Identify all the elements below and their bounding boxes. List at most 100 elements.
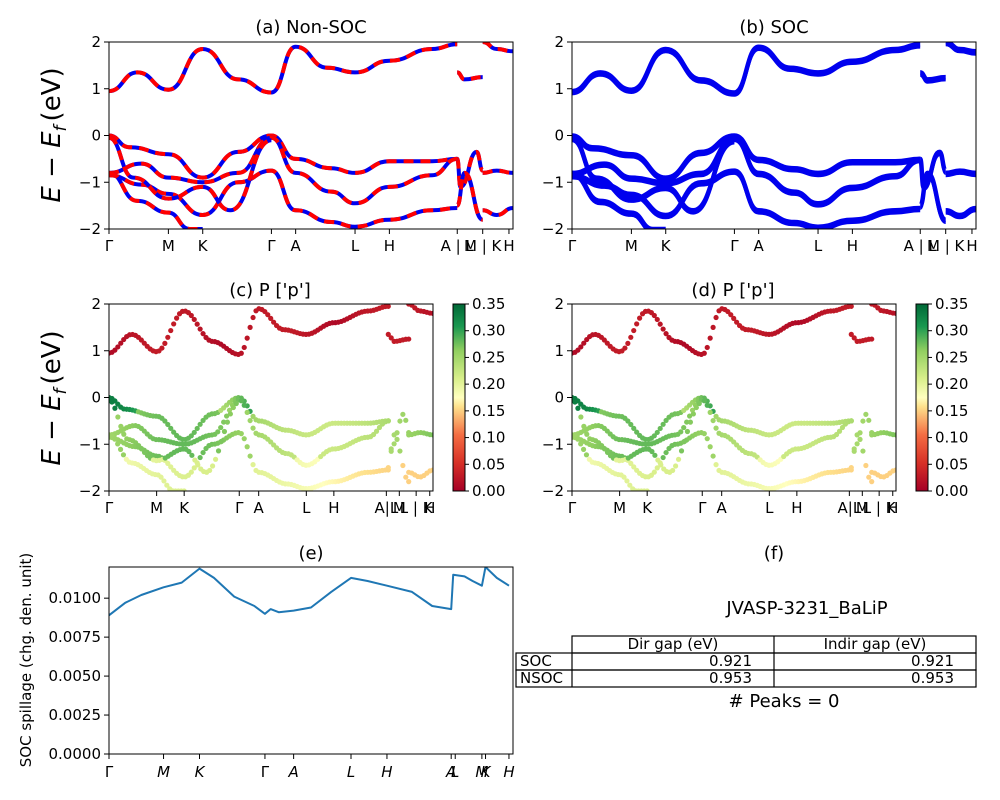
projection-point xyxy=(430,310,433,316)
projection-point xyxy=(247,417,253,424)
projection-point xyxy=(583,452,590,458)
band-line xyxy=(919,70,946,82)
colorbar-tick-label: 0.15 xyxy=(935,402,968,420)
y-tick-label: 0.0075 xyxy=(49,628,102,646)
panel-projection-frame xyxy=(108,303,434,492)
projection-point xyxy=(221,419,227,425)
projection-point xyxy=(115,344,121,350)
panel-e-frame xyxy=(108,566,514,755)
x-tick-label: A|L xyxy=(375,499,399,517)
projection-point xyxy=(430,467,433,473)
projection-point xyxy=(851,335,857,341)
projection-point xyxy=(628,334,634,340)
x-tick-label: K xyxy=(179,499,190,517)
band-line-red xyxy=(482,168,513,175)
projection-point xyxy=(168,327,174,334)
projection-point xyxy=(704,344,710,351)
projection-point xyxy=(238,398,244,404)
x-tick-label: A | L xyxy=(441,237,475,255)
projection-point xyxy=(406,336,412,342)
projection-point xyxy=(168,425,174,431)
projection-point xyxy=(578,344,584,350)
projection-point xyxy=(673,463,679,469)
x-tick-label: L | K xyxy=(400,499,434,517)
y-tick-label: −1 xyxy=(79,173,101,191)
panel-projection-frame xyxy=(571,303,897,492)
ylabel-top-sub: f xyxy=(51,122,71,131)
x-tick-label: H xyxy=(791,499,802,517)
projection-point xyxy=(575,405,581,411)
band-line-blue xyxy=(455,149,485,189)
projection-point xyxy=(893,467,896,473)
y-tick-label: −1 xyxy=(79,435,101,453)
table-cell: 0.953 xyxy=(911,669,954,687)
projection-point xyxy=(265,312,271,318)
projection-point xyxy=(400,462,406,469)
projection-point xyxy=(657,425,663,432)
projection-point xyxy=(430,432,433,438)
spillage-line xyxy=(109,567,510,617)
y-tick-label: 2 xyxy=(554,295,564,313)
x-tick-label: K xyxy=(642,499,653,517)
projection-point xyxy=(631,327,637,334)
projection-point xyxy=(165,334,171,340)
projection-point xyxy=(631,425,637,431)
projection-point xyxy=(195,462,201,468)
x-tick-label: H xyxy=(424,499,435,517)
projection-point xyxy=(165,421,171,428)
projection-point xyxy=(385,418,391,424)
x-tick-label: K xyxy=(661,237,672,255)
colorbar-tick-label: 0.00 xyxy=(472,482,505,500)
projection-point xyxy=(644,488,650,491)
projection-point xyxy=(701,398,707,404)
projection-point xyxy=(118,423,124,429)
projection-point xyxy=(584,431,590,437)
projection-point xyxy=(660,421,666,427)
x-tick-label: L | K xyxy=(863,499,897,517)
projection-point xyxy=(244,409,250,415)
projection-point xyxy=(191,429,197,436)
x-tick-label: H xyxy=(328,499,339,517)
x-tick-label: Γ xyxy=(730,237,739,255)
projection-point xyxy=(625,340,631,346)
projection-point xyxy=(863,411,869,417)
projection-point xyxy=(599,443,605,449)
x-tick-label: Γ xyxy=(261,763,270,781)
projection-point xyxy=(161,478,167,484)
band-line-red xyxy=(109,168,458,229)
projection-point xyxy=(210,463,216,469)
x-tick-label: H xyxy=(503,237,514,255)
x-tick-label: A xyxy=(754,237,765,255)
projection-point xyxy=(857,436,863,442)
peaks-label: # Peaks = 0 xyxy=(729,691,840,712)
band-line xyxy=(572,170,666,229)
colorbar-tick-label: 0.10 xyxy=(472,429,505,447)
projection-point xyxy=(158,474,164,480)
projection-point xyxy=(572,399,578,405)
projection-point xyxy=(212,456,219,462)
panel-c-title: (c) P ['p'] xyxy=(229,280,311,301)
projection-point xyxy=(223,413,230,419)
colorbar xyxy=(915,303,929,492)
projection-point xyxy=(684,428,691,435)
projection-point xyxy=(734,319,740,325)
projection-point xyxy=(627,482,633,488)
projection-point xyxy=(112,436,118,442)
x-tick-label: M xyxy=(856,499,869,517)
panel-f-title: (f) xyxy=(764,543,784,564)
projection-point xyxy=(194,425,200,432)
projection-point xyxy=(388,335,394,341)
projection-point xyxy=(637,315,643,321)
projection-point xyxy=(159,345,165,351)
band-line-split xyxy=(945,209,976,220)
projection-point xyxy=(684,419,690,425)
projection-point xyxy=(581,340,587,346)
projection-point xyxy=(893,310,896,316)
projection-point xyxy=(657,321,663,327)
projection-point xyxy=(400,411,406,417)
projection-point xyxy=(704,436,710,442)
x-tick-label: A xyxy=(291,237,302,255)
projection-point xyxy=(601,446,608,452)
y-tick-label: 1 xyxy=(554,80,564,98)
projection-point xyxy=(112,405,118,411)
